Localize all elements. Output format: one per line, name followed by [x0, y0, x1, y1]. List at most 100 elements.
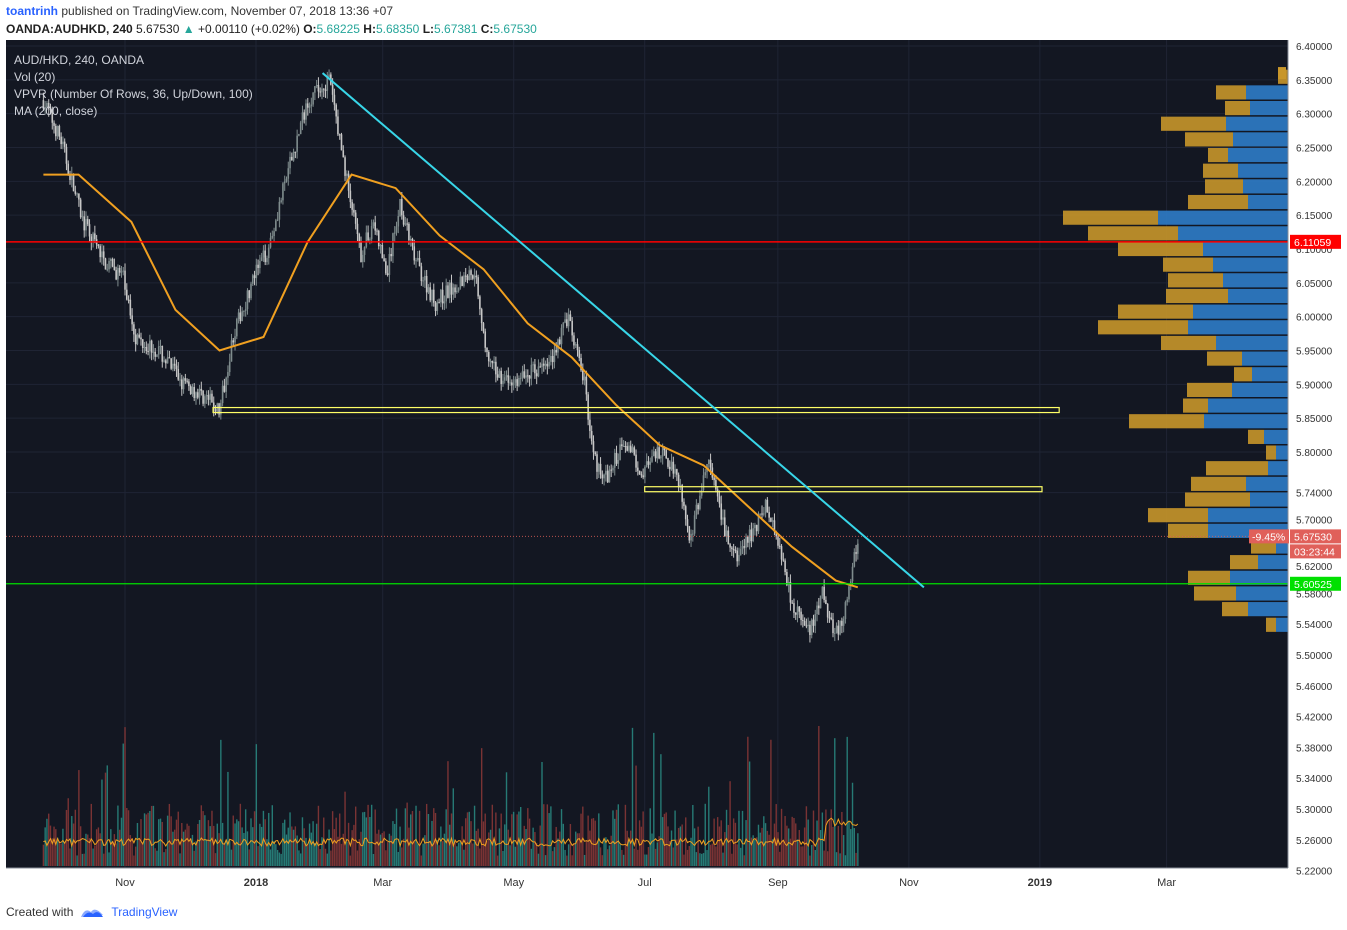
- x-tick-label: Mar: [373, 877, 392, 889]
- candle-body: [647, 461, 650, 465]
- zone-rect-1: [644, 486, 1043, 493]
- created-with-text: Created with: [6, 905, 74, 919]
- vp-row-up: [1250, 100, 1288, 116]
- vp-row-down: [1230, 555, 1258, 570]
- vp-row-up: [1233, 132, 1288, 147]
- candle-body: [803, 620, 806, 626]
- candle-body: [775, 531, 778, 537]
- candle-body: [683, 501, 685, 507]
- candle-body: [530, 364, 533, 379]
- candle-body: [92, 233, 94, 243]
- y-tick-label: 5.95000: [1296, 347, 1333, 358]
- candle-body: [833, 632, 836, 634]
- legend-title: AUD/HKD, 240, OANDA: [14, 53, 144, 67]
- candle-body: [125, 289, 128, 300]
- candle-body: [56, 125, 59, 137]
- candle-body: [597, 463, 600, 472]
- x-tick-label: 2019: [1028, 877, 1052, 889]
- candle-body: [312, 92, 314, 105]
- candle-body: [566, 319, 568, 327]
- candle-body: [301, 112, 304, 123]
- candle-body: [731, 547, 733, 550]
- y-tick-label: 5.46000: [1296, 682, 1333, 693]
- candle-body: [780, 546, 783, 560]
- overlays: [6, 72, 1288, 589]
- candle-body: [166, 357, 169, 364]
- candle-body: [179, 379, 181, 381]
- candle-body: [631, 447, 634, 453]
- candle-body: [503, 377, 506, 381]
- candle-body: [356, 223, 359, 235]
- candle-body: [493, 361, 495, 364]
- candle-body: [177, 369, 180, 380]
- candle-body: [727, 530, 730, 545]
- candle-body: [642, 475, 644, 478]
- y-tick-label: 5.85000: [1296, 414, 1333, 425]
- author-link[interactable]: toantrinh: [6, 4, 58, 18]
- candle-body: [260, 257, 263, 261]
- candle-body: [353, 209, 355, 213]
- candle-body: [127, 299, 130, 301]
- candle-body: [337, 116, 339, 135]
- candle-body: [253, 275, 256, 279]
- vp-row-down: [1166, 288, 1228, 304]
- candle-body: [539, 366, 542, 368]
- candle-body: [818, 605, 820, 609]
- candle-body: [390, 253, 392, 257]
- candle-body: [596, 454, 598, 472]
- candle-body: [656, 447, 659, 459]
- candle-body: [768, 512, 770, 518]
- candle-body: [839, 620, 841, 635]
- candle-body: [436, 301, 439, 311]
- candle-body: [722, 517, 724, 520]
- candle-body: [78, 193, 80, 200]
- candle-body: [381, 245, 384, 259]
- y-tick-label: 6.10000: [1296, 245, 1333, 256]
- candle-body: [583, 376, 586, 381]
- candle-body: [202, 390, 204, 404]
- candle-body: [573, 335, 575, 346]
- candle-body: [404, 223, 407, 225]
- candle-body: [232, 340, 235, 343]
- candle-body: [709, 459, 712, 468]
- candle-body: [385, 261, 387, 274]
- candle-body: [322, 88, 325, 90]
- candle-body: [789, 581, 792, 603]
- vp-row-down: [1266, 445, 1276, 460]
- candle-body: [528, 375, 531, 379]
- price-axis[interactable]: [1288, 40, 1341, 895]
- candle-body: [832, 619, 834, 634]
- candle-body: [154, 351, 156, 357]
- candle-body: [816, 605, 818, 615]
- x-tick-label: Mar: [1157, 877, 1176, 889]
- candle-body: [640, 474, 643, 476]
- candle-body: [794, 612, 797, 615]
- candle-body: [456, 290, 458, 293]
- candle-body: [472, 275, 474, 279]
- candle-body: [118, 267, 121, 273]
- candle-body: [441, 289, 444, 304]
- candle-body: [399, 199, 401, 216]
- y-tick-label: 5.50000: [1296, 651, 1333, 662]
- candle-body: [821, 586, 824, 596]
- candle-body: [454, 287, 456, 293]
- tradingview-logo-icon: [81, 909, 104, 917]
- vp-top-marker: [1278, 67, 1286, 80]
- vp-row-down: [1205, 179, 1243, 194]
- candle-body: [328, 74, 330, 78]
- tradingview-link[interactable]: TradingView: [111, 905, 178, 919]
- candle-body: [273, 231, 275, 236]
- vp-row-up: [1232, 382, 1288, 398]
- candle-body: [594, 452, 597, 455]
- candle-body: [842, 619, 845, 626]
- candle-body: [361, 254, 364, 262]
- time-axis[interactable]: [6, 868, 1288, 895]
- candle-body: [415, 260, 417, 262]
- candle-body: [282, 183, 284, 201]
- support-tag-bg: [1290, 576, 1341, 591]
- vp-row-up: [1238, 163, 1288, 178]
- vp-row-down: [1098, 320, 1188, 335]
- price-chart[interactable]: 6.40000 6.35000 6.30000 6.25000 6.20000 6.150…: [6, 40, 1341, 895]
- candle-body: [700, 490, 703, 496]
- candle-body: [60, 136, 62, 145]
